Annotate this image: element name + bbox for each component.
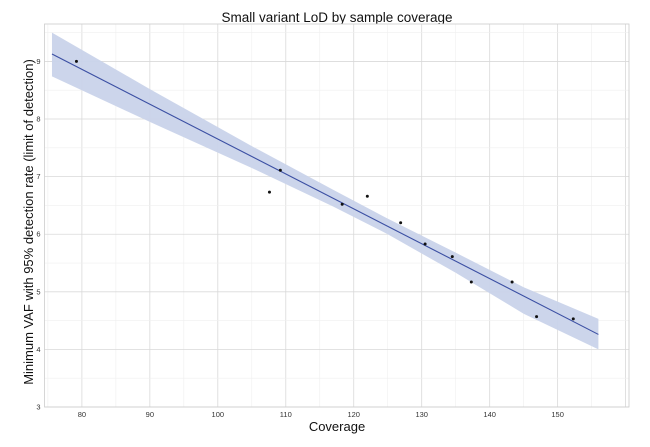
y-tick-label: 9: [36, 57, 40, 66]
plot-frame: [44, 23, 630, 408]
data-point: [535, 315, 539, 319]
data-point: [510, 280, 514, 284]
x-tick-label: 140: [483, 410, 496, 419]
x-tick-label: 150: [551, 410, 564, 419]
y-tick-label: 7: [36, 172, 40, 181]
data-point: [571, 317, 575, 321]
confidence-band: [51, 32, 599, 350]
data-point: [278, 168, 282, 172]
x-tick-label: 120: [347, 410, 360, 419]
y-tick-label: 8: [36, 115, 40, 124]
x-tick-label: 110: [280, 410, 292, 419]
y-tick-label: 3: [36, 403, 40, 412]
y-axis-label: Minimum VAF with 95% detection rate (lim…: [21, 59, 36, 385]
data-point: [267, 190, 271, 194]
plot-area: [44, 23, 630, 408]
data-point: [469, 280, 473, 284]
data-point: [423, 242, 427, 246]
chart-title: Small variant LoD by sample coverage: [221, 10, 452, 25]
regression-line: [51, 53, 599, 335]
data-point: [365, 194, 369, 198]
data-point: [450, 255, 454, 259]
data-point: [340, 202, 344, 206]
data-point: [74, 59, 78, 63]
y-tick-label: 4: [36, 345, 40, 354]
y-tick-label: 6: [36, 230, 40, 239]
data-points: [74, 59, 575, 321]
x-tick-label: 90: [146, 410, 154, 419]
y-axis-ticks: 3 4 5 6 7 8 9: [36, 57, 40, 412]
x-tick-label: 80: [78, 410, 86, 419]
x-tick-label: 130: [415, 410, 428, 419]
data-point: [399, 221, 403, 225]
y-tick-label: 5: [36, 287, 40, 296]
x-axis-label: Coverage: [309, 419, 365, 434]
x-axis-ticks: 80 90 100 110 120 130 140 150: [78, 410, 564, 419]
x-tick-label: 100: [212, 410, 225, 419]
